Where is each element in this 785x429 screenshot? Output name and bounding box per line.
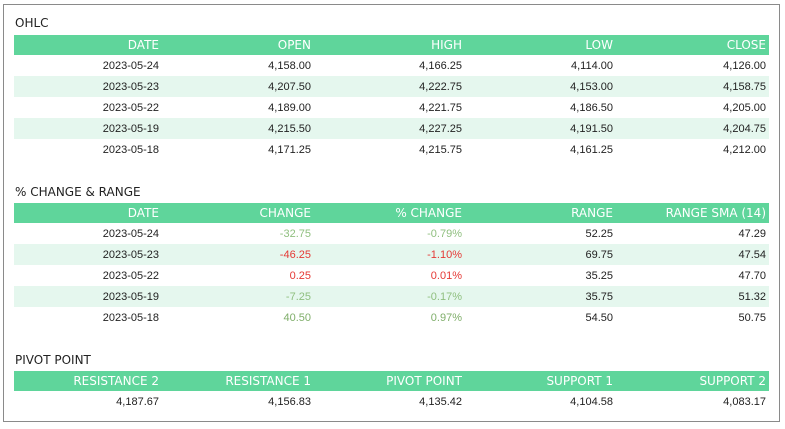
col-date: DATE — [14, 203, 162, 223]
open-cell: 4,215.50 — [162, 118, 314, 139]
table-row: 4,187.67 4,156.83 4,135.42 4,104.58 4,08… — [14, 391, 769, 412]
table-row: 2023-05-23 4,207.50 4,222.75 4,153.00 4,… — [14, 76, 769, 97]
resistance-2-cell: 4,187.67 — [116, 395, 159, 408]
table-row: 2023-05-18 4,171.25 4,215.75 4,161.25 4,… — [14, 139, 769, 160]
col-support-1: SUPPORT 1 — [465, 371, 616, 391]
change-cell: -46.25 — [162, 244, 314, 265]
close-cell: 4,126.00 — [723, 59, 766, 72]
col-support-2: SUPPORT 2 — [616, 371, 769, 391]
col-high: HIGH — [314, 35, 465, 55]
table-row: 2023-05-22 0.25 0.01% 35.25 47.70 — [14, 265, 769, 286]
ohlc-title: OHLC — [15, 16, 49, 30]
ohlc-header-row: DATE OPEN HIGH LOW CLOSE — [14, 35, 769, 55]
high-cell: 4,215.75 — [419, 143, 462, 156]
date-cell: 2023-05-22 — [102, 269, 159, 282]
ohlc-table: DATE OPEN HIGH LOW CLOSE 2023-05-24 4,15… — [14, 35, 769, 160]
table-row: 2023-05-24 -32.75 -0.79% 52.25 47.29 — [14, 223, 769, 244]
date-cell: 2023-05-19 — [14, 118, 162, 139]
pivot-header-row: RESISTANCE 2 RESISTANCE 1 PIVOT POINT SU… — [14, 371, 769, 391]
close-cell: 4,158.75 — [616, 76, 769, 97]
change-cell: -32.75 — [279, 227, 311, 240]
low-cell: 4,186.50 — [570, 101, 613, 114]
low-cell: 4,153.00 — [465, 76, 616, 97]
col-range-sma: RANGE SMA (14) — [616, 203, 769, 223]
open-cell: 4,171.25 — [268, 143, 311, 156]
range-sma-cell: 47.29 — [738, 227, 766, 240]
table-row: 2023-05-19 -7.25 -0.17% 35.75 51.32 — [14, 286, 769, 307]
open-cell: 4,189.00 — [268, 101, 311, 114]
col-date: DATE — [14, 35, 162, 55]
table-row: 2023-05-18 40.50 0.97% 54.50 50.75 — [14, 307, 769, 328]
range-sma-cell: 47.70 — [738, 269, 766, 282]
range-sma-cell: 50.75 — [738, 311, 766, 324]
close-cell: 4,205.00 — [723, 101, 766, 114]
col-open: OPEN — [162, 35, 314, 55]
range-cell: 35.75 — [465, 286, 616, 307]
range-cell: 69.75 — [465, 244, 616, 265]
range-cell: 54.50 — [585, 311, 613, 324]
col-pivot-point: PIVOT POINT — [314, 371, 465, 391]
col-close: CLOSE — [616, 35, 769, 55]
table-row: 2023-05-19 4,215.50 4,227.25 4,191.50 4,… — [14, 118, 769, 139]
change-cell: -7.25 — [162, 286, 314, 307]
date-cell: 2023-05-23 — [14, 244, 162, 265]
range-cell: 35.25 — [585, 269, 613, 282]
date-cell: 2023-05-22 — [102, 101, 159, 114]
date-cell: 2023-05-19 — [14, 286, 162, 307]
close-cell: 4,204.75 — [616, 118, 769, 139]
close-cell: 4,212.00 — [723, 143, 766, 156]
date-cell: 2023-05-18 — [102, 143, 159, 156]
col-range: RANGE — [465, 203, 616, 223]
date-cell: 2023-05-24 — [102, 59, 159, 72]
col-low: LOW — [465, 35, 616, 55]
range-cell: 52.25 — [585, 227, 613, 240]
change-cell: 0.25 — [289, 269, 311, 282]
col-resistance-1: RESISTANCE 1 — [162, 371, 314, 391]
date-cell: 2023-05-23 — [14, 76, 162, 97]
col-resistance-2: RESISTANCE 2 — [14, 371, 162, 391]
support-1-cell: 4,104.58 — [570, 395, 613, 408]
range-sma-cell: 51.32 — [616, 286, 769, 307]
high-cell: 4,166.25 — [419, 59, 462, 72]
change-range-title: % CHANGE & RANGE — [15, 185, 141, 199]
open-cell: 4,207.50 — [162, 76, 314, 97]
high-cell: 4,222.75 — [314, 76, 465, 97]
pct-change-cell: 0.97% — [430, 311, 462, 324]
change-range-table: DATE CHANGE % CHANGE RANGE RANGE SMA (14… — [14, 203, 769, 328]
table-row: 2023-05-24 4,158.00 4,166.25 4,114.00 4,… — [14, 55, 769, 76]
open-cell: 4,158.00 — [268, 59, 311, 72]
support-2-cell: 4,083.17 — [723, 395, 766, 408]
pct-change-cell: -0.17% — [314, 286, 465, 307]
col-change: CHANGE — [162, 203, 314, 223]
date-cell: 2023-05-24 — [102, 227, 159, 240]
pivot-point-table: RESISTANCE 2 RESISTANCE 1 PIVOT POINT SU… — [14, 371, 769, 412]
pct-change-cell: -1.10% — [314, 244, 465, 265]
pct-change-cell: 0.01% — [430, 269, 462, 282]
table-row: 2023-05-22 4,189.00 4,221.75 4,186.50 4,… — [14, 97, 769, 118]
high-cell: 4,221.75 — [419, 101, 462, 114]
change-cell: 40.50 — [283, 311, 311, 324]
range-sma-cell: 47.54 — [616, 244, 769, 265]
pivot-point-cell: 4,135.42 — [419, 395, 462, 408]
resistance-1-cell: 4,156.83 — [268, 395, 311, 408]
date-cell: 2023-05-18 — [102, 311, 159, 324]
low-cell: 4,161.25 — [570, 143, 613, 156]
high-cell: 4,227.25 — [314, 118, 465, 139]
pct-change-cell: -0.79% — [427, 227, 462, 240]
low-cell: 4,191.50 — [465, 118, 616, 139]
low-cell: 4,114.00 — [570, 59, 613, 72]
col-pct-change: % CHANGE — [314, 203, 465, 223]
table-row: 2023-05-23 -46.25 -1.10% 69.75 47.54 — [14, 244, 769, 265]
change-header-row: DATE CHANGE % CHANGE RANGE RANGE SMA (14… — [14, 203, 769, 223]
pivot-point-title: PIVOT POINT — [15, 353, 91, 367]
